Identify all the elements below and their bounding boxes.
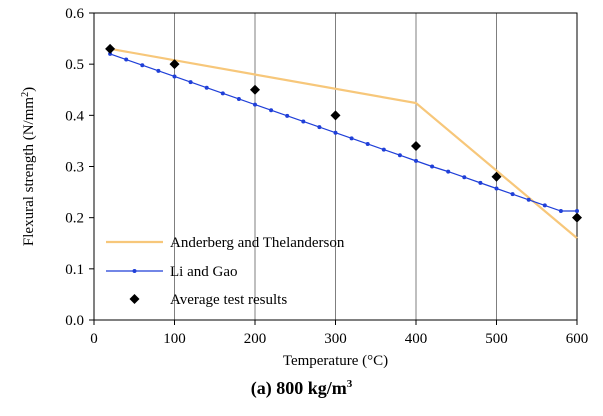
- series-2-point: [188, 80, 193, 85]
- test-result-point: [411, 141, 421, 152]
- series-2-point: [172, 74, 177, 79]
- x-tick-label: 100: [163, 331, 186, 347]
- y-tick-label: 0.0: [65, 313, 84, 329]
- caption-superscript: 3: [346, 378, 353, 390]
- test-result-point: [491, 171, 502, 182]
- series-line-2: [109, 53, 577, 212]
- series-2-point: [285, 113, 290, 118]
- series-2-point: [269, 108, 274, 113]
- series-2-point: [397, 153, 402, 158]
- vertical-gridlines: [174, 13, 497, 320]
- test-result-point: [250, 84, 260, 95]
- x-axis-label: Temperature (°C): [283, 353, 388, 369]
- series-2-point: [253, 102, 257, 107]
- x-tick-label: 600: [566, 331, 589, 347]
- data-series: [105, 43, 582, 239]
- series-2-point: [558, 209, 563, 214]
- legend-dot: [132, 269, 137, 273]
- x-tick-label: 0: [90, 331, 98, 347]
- series-2-point: [236, 96, 241, 101]
- y-axis-label-close: ): [21, 87, 37, 92]
- y-axis-label-superscript: 2: [20, 92, 31, 97]
- y-tick-label: 0.1: [65, 262, 84, 278]
- y-tick-label: 0.3: [65, 160, 84, 176]
- test-result-point: [105, 43, 116, 54]
- y-axis-label-main: Flexural strength (N/mm: [21, 97, 37, 246]
- legend-diamond: [129, 294, 140, 304]
- y-tick-label: 0.4: [65, 108, 84, 124]
- series-2-point: [301, 119, 306, 124]
- series-2-point: [478, 180, 483, 185]
- test-result-point: [169, 59, 180, 70]
- series-2-point: [140, 63, 145, 68]
- y-tick-label: 0.6: [65, 6, 84, 22]
- legend: Anderberg and Thelanderson Li and Gao Aver…: [106, 235, 345, 308]
- series-2-point: [542, 203, 547, 208]
- series-2-point: [381, 147, 386, 152]
- series-2-point: [510, 192, 515, 197]
- series-2-point: [156, 68, 161, 73]
- x-tick-label: 500: [485, 331, 508, 347]
- series-2-point: [333, 130, 338, 135]
- series-line-1: [109, 47, 578, 239]
- y-tick-label: 0.2: [65, 211, 84, 227]
- series-2-point: [365, 141, 370, 146]
- series-2-point: [204, 85, 209, 90]
- series-2-point: [220, 91, 225, 96]
- test-result-point: [572, 212, 582, 223]
- series-2-point: [446, 169, 451, 174]
- series-2-point: [430, 164, 435, 169]
- caption-main: (a) 800 kg/m: [250, 378, 347, 398]
- series-2-point: [575, 209, 579, 214]
- y-axis-label: Flexural strength (N/mm2): [20, 87, 38, 246]
- x-tick-label: 300: [324, 331, 347, 347]
- test-result-point: [330, 110, 341, 121]
- series-2-point: [526, 197, 531, 202]
- series-2-point: [462, 175, 467, 180]
- series-2-point: [494, 186, 499, 191]
- legend-label-2: Li and Gao: [170, 264, 237, 280]
- series-2-point: [108, 51, 113, 56]
- axis-ticks: 0 100 200 300 400 500 600 0.0 0.1 0.2 0.3 0.4 0.5 0.6: [65, 6, 588, 347]
- series-2-point: [124, 57, 129, 62]
- x-tick-label: 400: [405, 331, 428, 347]
- legend-label-3: Average test results: [170, 292, 287, 308]
- y-tick-label: 0.5: [65, 57, 84, 73]
- figure-caption: (a) 800 kg/m3: [0, 378, 603, 399]
- legend-label-1: Anderberg and Thelanderson: [170, 235, 345, 251]
- series-2-point: [349, 136, 354, 141]
- x-tick-label: 200: [244, 331, 267, 347]
- series-2-point: [414, 158, 418, 163]
- series-2-point: [317, 125, 322, 130]
